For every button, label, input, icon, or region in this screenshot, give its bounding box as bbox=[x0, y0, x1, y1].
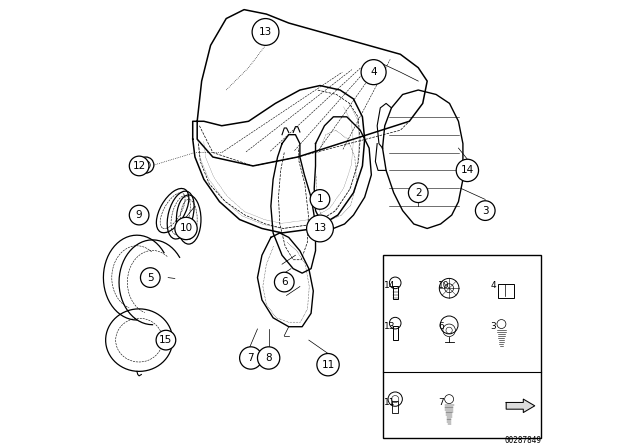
Circle shape bbox=[408, 183, 428, 202]
Text: 13: 13 bbox=[384, 322, 396, 331]
Circle shape bbox=[129, 156, 149, 176]
Polygon shape bbox=[506, 399, 535, 413]
Circle shape bbox=[129, 205, 149, 225]
Text: 9: 9 bbox=[136, 210, 143, 220]
Circle shape bbox=[175, 217, 197, 240]
Text: 00287849: 00287849 bbox=[504, 436, 541, 445]
Text: 4: 4 bbox=[371, 67, 377, 77]
Circle shape bbox=[252, 18, 279, 45]
Circle shape bbox=[239, 347, 262, 369]
Text: 15: 15 bbox=[159, 335, 173, 345]
Circle shape bbox=[476, 201, 495, 220]
Bar bbox=[383, 255, 541, 439]
Text: 14: 14 bbox=[461, 165, 474, 176]
Text: 8: 8 bbox=[266, 353, 272, 363]
Text: 10: 10 bbox=[179, 224, 193, 233]
Text: 1: 1 bbox=[317, 194, 323, 204]
Text: 7: 7 bbox=[438, 398, 444, 407]
Text: 6: 6 bbox=[438, 322, 444, 331]
Text: 6: 6 bbox=[281, 277, 287, 287]
Text: 3: 3 bbox=[482, 206, 488, 215]
Circle shape bbox=[310, 190, 330, 209]
Circle shape bbox=[140, 268, 160, 288]
Text: 11: 11 bbox=[384, 398, 396, 407]
Text: 7: 7 bbox=[248, 353, 254, 363]
Circle shape bbox=[156, 330, 176, 350]
Text: 13: 13 bbox=[314, 224, 326, 233]
Circle shape bbox=[317, 353, 339, 376]
Text: 5: 5 bbox=[147, 272, 154, 283]
Text: 10: 10 bbox=[438, 281, 449, 290]
Text: 11: 11 bbox=[321, 360, 335, 370]
Text: 13: 13 bbox=[259, 27, 272, 37]
Text: 14: 14 bbox=[384, 281, 396, 290]
Circle shape bbox=[361, 60, 386, 85]
Text: 12: 12 bbox=[132, 161, 146, 171]
Circle shape bbox=[456, 159, 479, 181]
Circle shape bbox=[275, 272, 294, 292]
Text: 4: 4 bbox=[490, 281, 496, 290]
Text: 2: 2 bbox=[415, 188, 422, 198]
Circle shape bbox=[307, 215, 333, 242]
Circle shape bbox=[257, 347, 280, 369]
Text: 3: 3 bbox=[490, 322, 496, 331]
